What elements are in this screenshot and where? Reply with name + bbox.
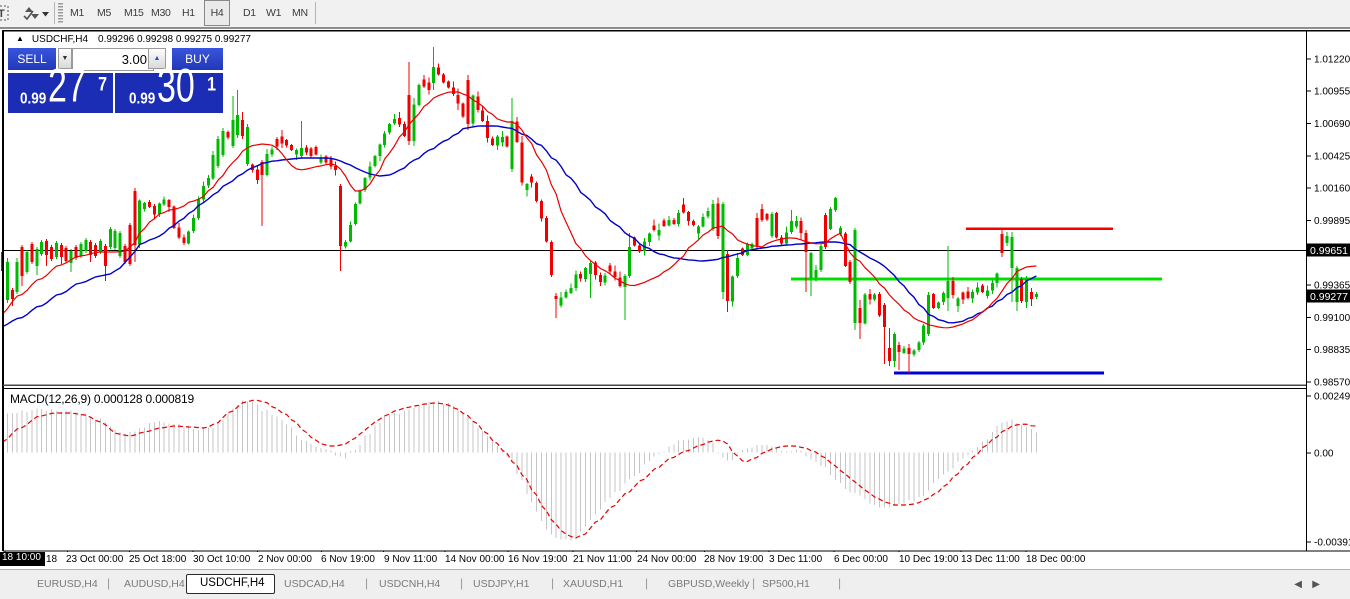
svg-text:1.00425: 1.00425 [1314,151,1350,162]
svg-text:0.99651: 0.99651 [1310,245,1348,257]
svg-text:0.98570: 0.98570 [1314,377,1350,388]
svg-text:0.99365: 0.99365 [1314,281,1350,292]
svg-text:0.99100: 0.99100 [1314,313,1350,324]
svg-text:1.00690: 1.00690 [1314,119,1350,130]
svg-text:0.98835: 0.98835 [1314,345,1350,356]
svg-text:1.01220: 1.01220 [1314,54,1350,65]
svg-text:1.00160: 1.00160 [1314,184,1350,195]
svg-text:0.99277: 0.99277 [1310,291,1348,303]
svg-text:0.00: 0.00 [1314,449,1334,460]
svg-text:0.99895: 0.99895 [1314,216,1350,227]
svg-text:-0.003913: -0.003913 [1314,538,1350,549]
svg-text:T: T [0,8,5,20]
svg-text:0.002492: 0.002492 [1314,392,1350,403]
svg-text:1.00955: 1.00955 [1314,87,1350,98]
